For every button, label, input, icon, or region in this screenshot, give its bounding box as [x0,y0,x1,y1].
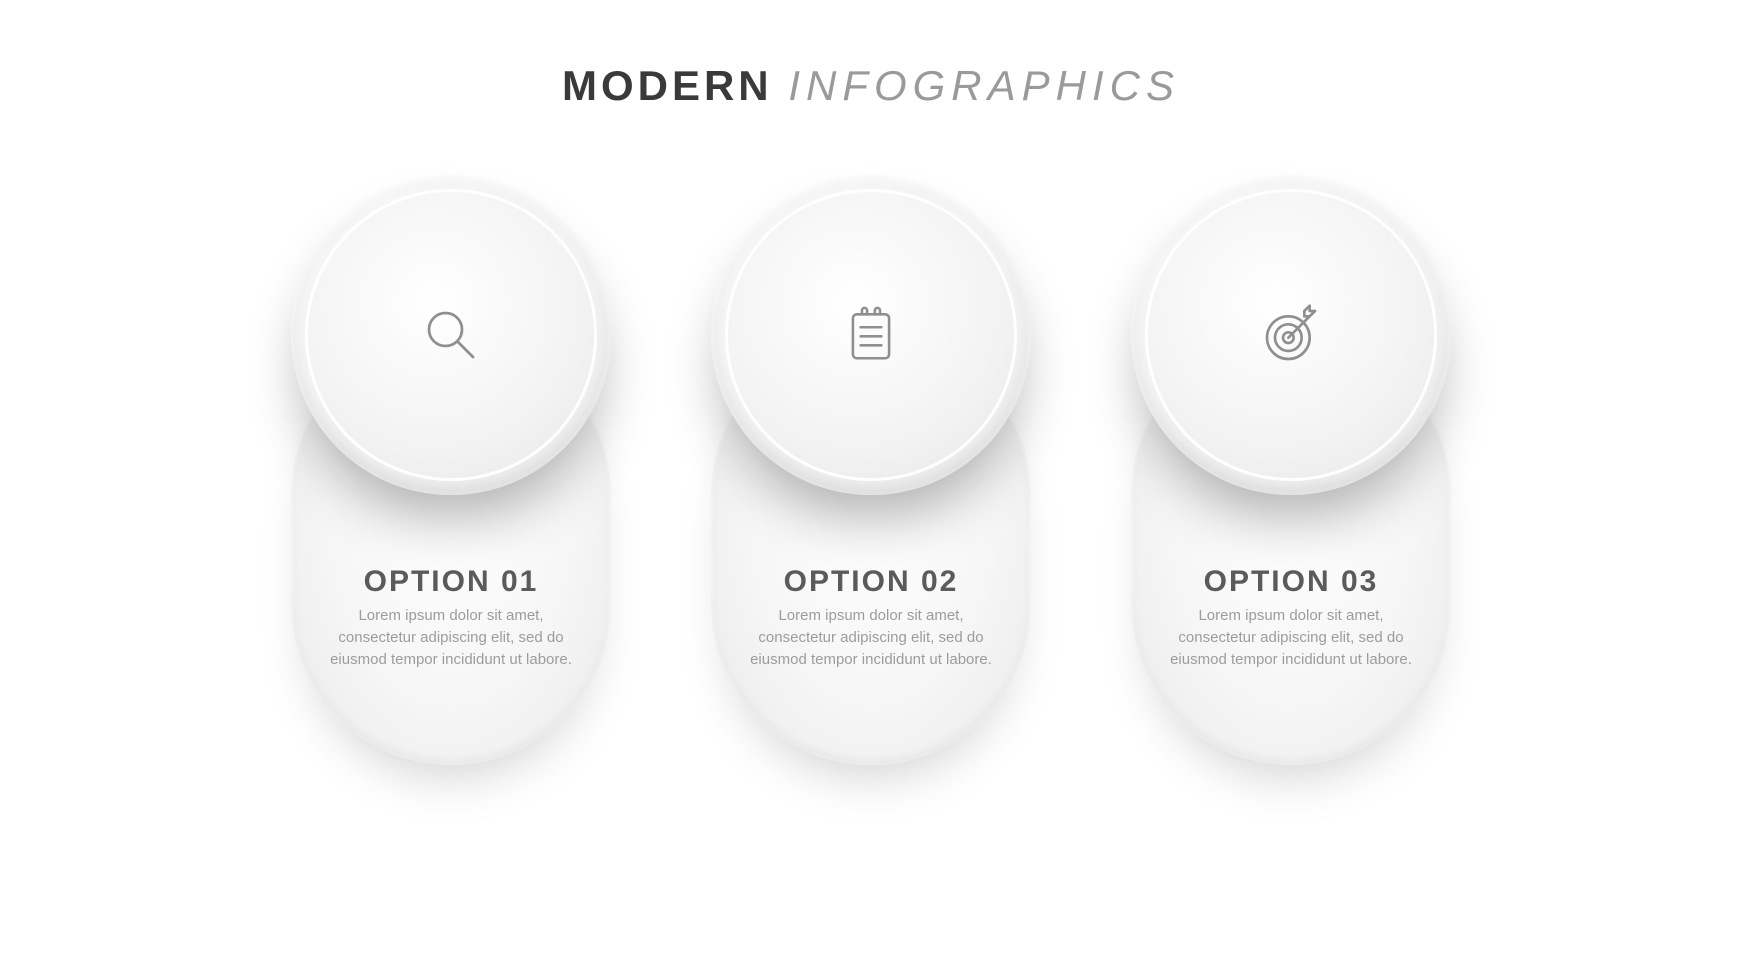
option-circle [291,175,611,495]
option-body: Lorem ipsum dolor sit amet, consectetur … [741,605,1001,670]
option-body: Lorem ipsum dolor sit amet, consectetur … [1161,605,1421,670]
title-bold: MODERN [562,62,773,109]
option-title: OPTION 01 [291,565,611,599]
option-circle [1131,175,1451,495]
option-card-2: OPTION 02 Lorem ipsum dolor sit amet, co… [711,175,1031,765]
option-circle [711,175,1031,495]
option-card-3: OPTION 03 Lorem ipsum dolor sit amet, co… [1131,175,1451,765]
notepad-icon [840,304,902,366]
target-icon [1259,303,1323,367]
page-title: MODERN INFOGRAPHICS [0,62,1742,110]
option-body: Lorem ipsum dolor sit amet, consectetur … [321,605,581,670]
option-card-1: OPTION 01 Lorem ipsum dolor sit amet, co… [291,175,611,765]
option-title: OPTION 02 [711,565,1031,599]
option-title: OPTION 03 [1131,565,1451,599]
magnifier-icon [418,302,484,368]
options-row: OPTION 01 Lorem ipsum dolor sit amet, co… [0,175,1742,765]
title-italic: INFOGRAPHICS [788,62,1180,109]
